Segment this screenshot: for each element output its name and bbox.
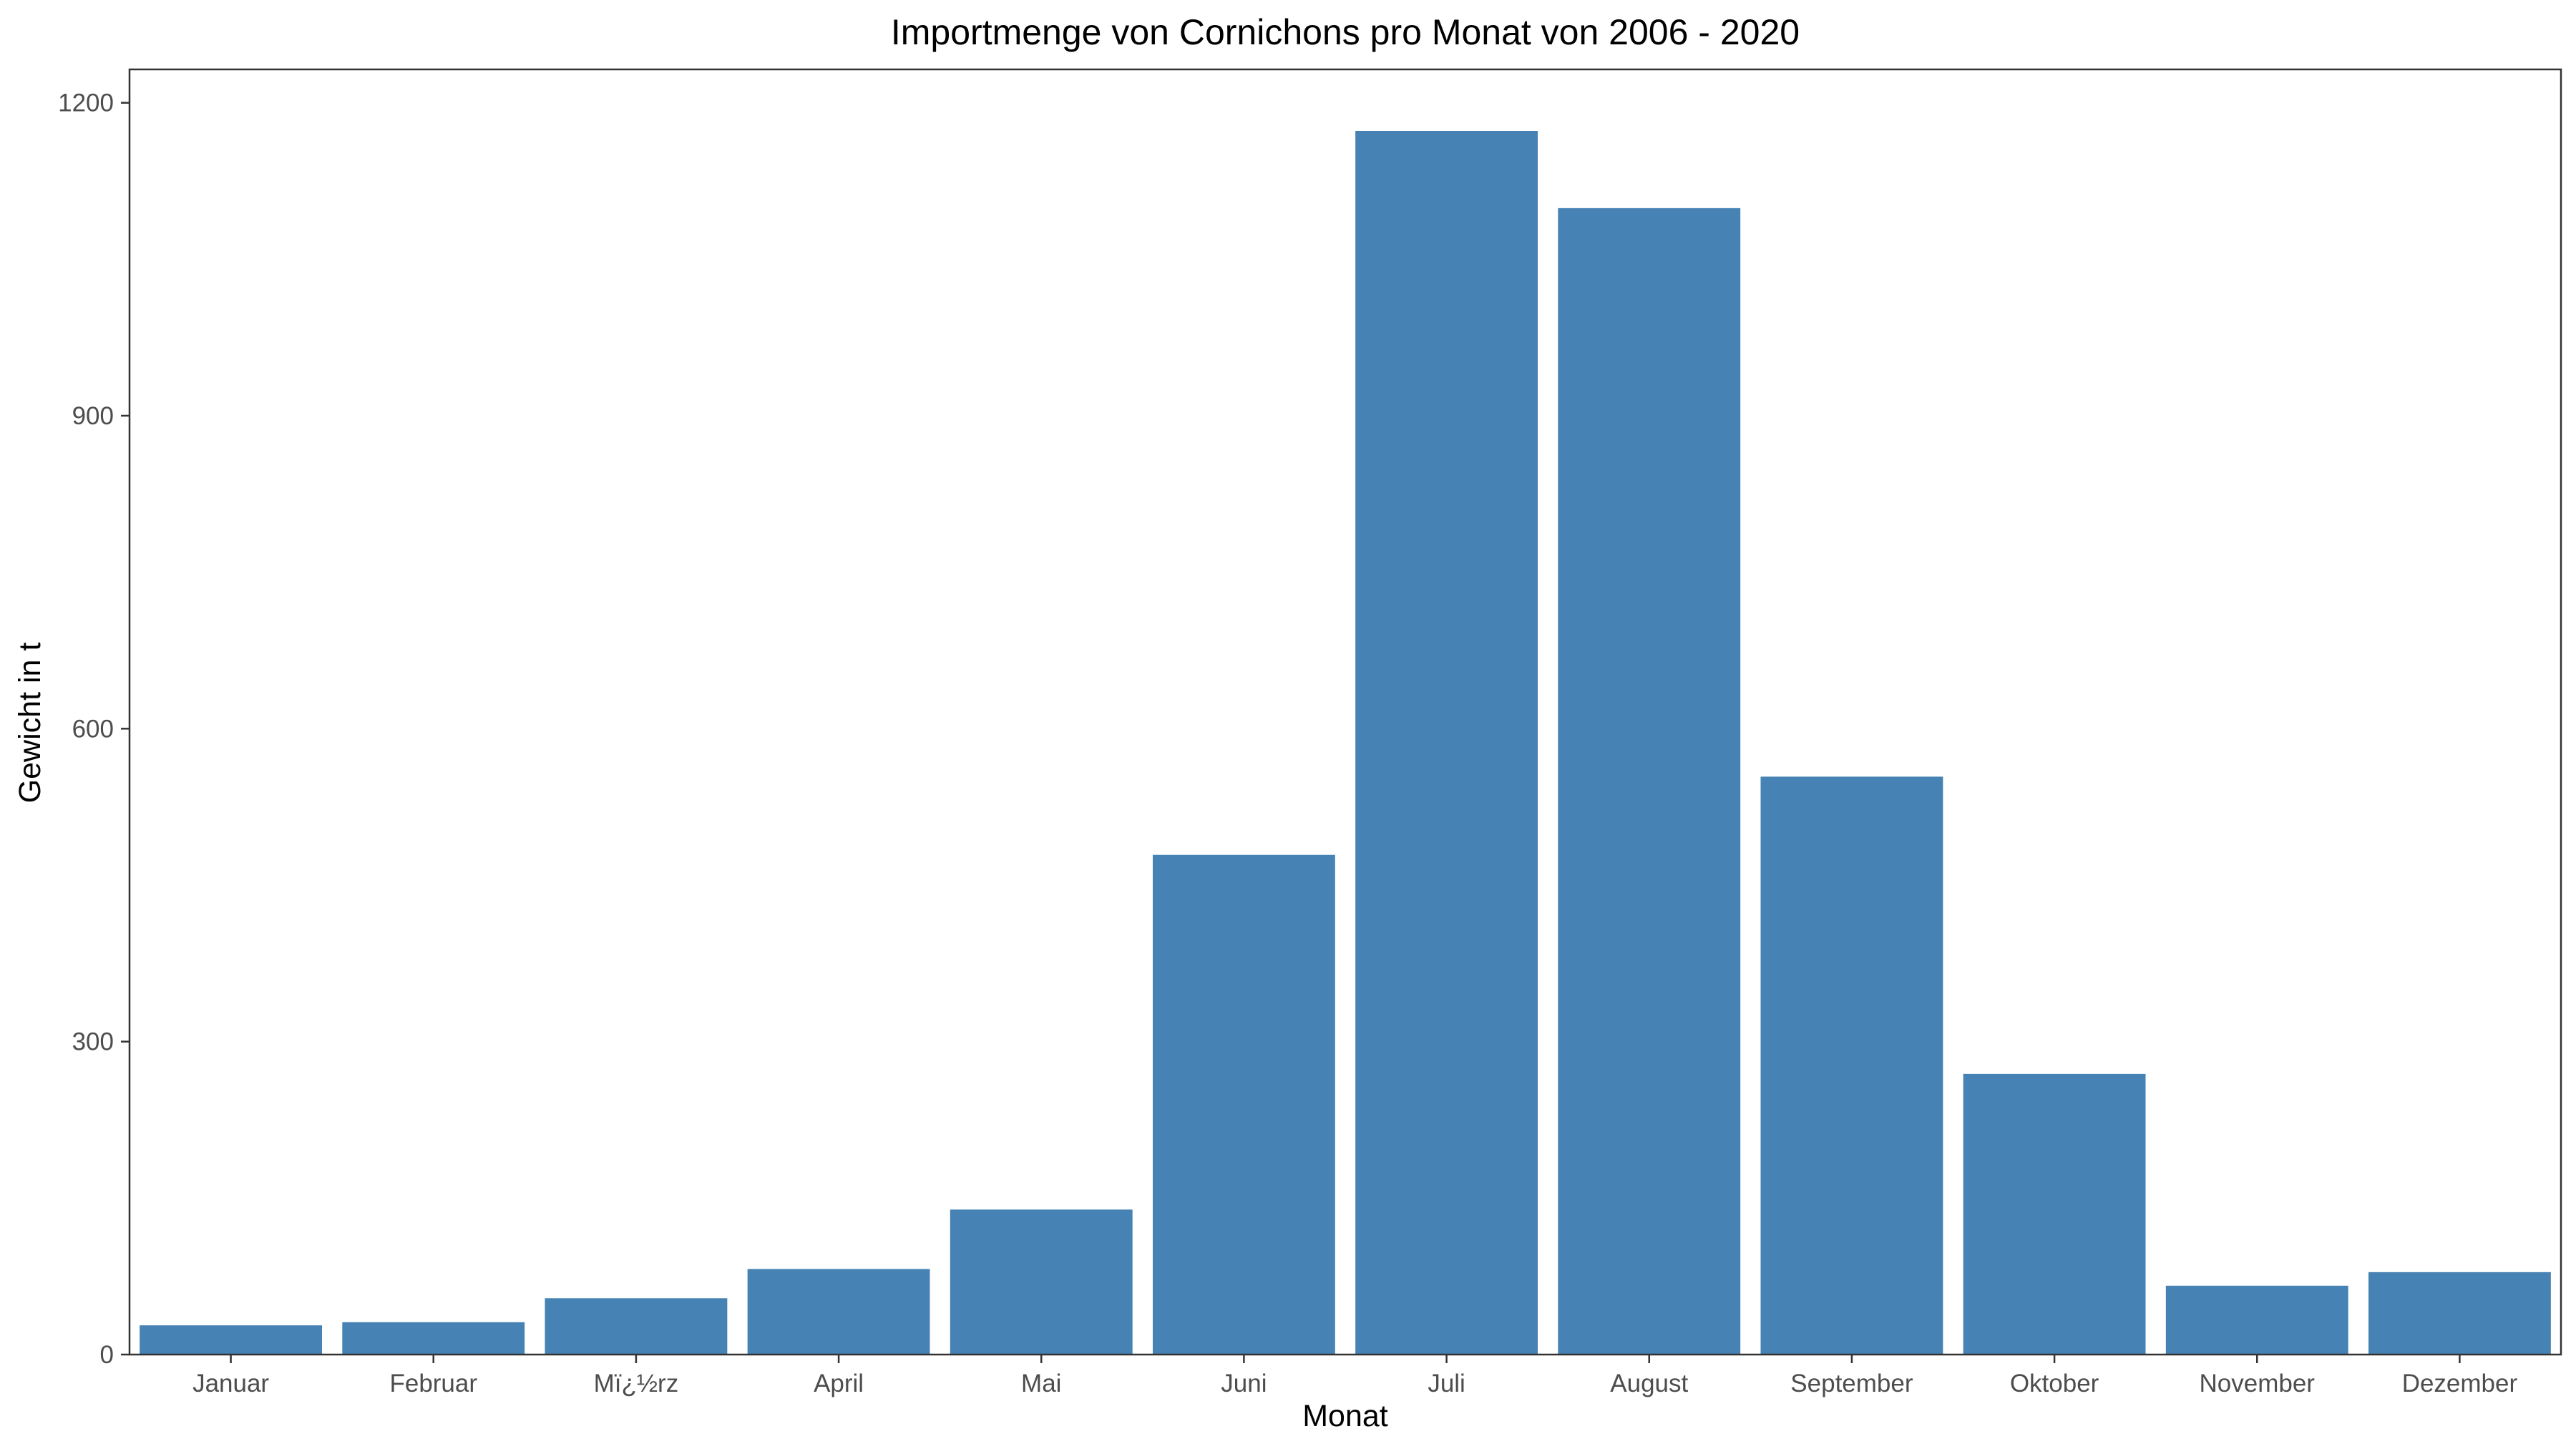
y-tick-label: 300: [72, 1028, 114, 1056]
x-axis-title: Monat: [1302, 1399, 1388, 1433]
bar-januar: [140, 1325, 323, 1355]
x-tick-label: Mï¿½rz: [594, 1370, 679, 1397]
x-tick-label: Oktober: [2010, 1370, 2099, 1397]
x-tick-label: November: [2200, 1370, 2316, 1397]
x-tick-label: Juli: [1428, 1370, 1465, 1397]
y-axis-title: Gewicht in t: [13, 643, 47, 804]
y-axis: 0 300 600 900 1200: [58, 89, 130, 1369]
bar-februar: [342, 1322, 525, 1355]
x-axis: Januar Februar Mï¿½rz April Mai Juni Juli Augus…: [192, 1355, 2517, 1397]
x-tick-label: August: [1610, 1370, 1688, 1397]
bar-m-rz: [545, 1298, 728, 1355]
y-tick-label: 900: [72, 402, 114, 430]
bar-september: [1760, 776, 1943, 1355]
bar-juli: [1355, 131, 1538, 1355]
x-tick-label: September: [1790, 1370, 1913, 1397]
bar-juni: [1152, 854, 1335, 1355]
bar-dezember: [2368, 1272, 2551, 1355]
y-tick-label: 0: [100, 1341, 114, 1369]
plot-panel: [128, 68, 2562, 1356]
x-tick-label: Februar: [389, 1370, 477, 1397]
bars-group: [140, 131, 2551, 1355]
bar-november: [2165, 1285, 2348, 1355]
x-tick-label: Juni: [1221, 1370, 1267, 1397]
y-tick-label: 1200: [58, 89, 114, 117]
bar-mai: [950, 1209, 1133, 1355]
x-tick-label: April: [814, 1370, 864, 1397]
bar-april: [747, 1269, 930, 1355]
bar-oktober: [1963, 1073, 2146, 1355]
chart-title: Importmenge von Cornichons pro Monat von…: [891, 12, 1800, 52]
bar-august: [1558, 208, 1741, 1355]
y-tick-label: 600: [72, 715, 114, 743]
x-tick-label: Mai: [1021, 1370, 1061, 1397]
x-tick-label: Januar: [192, 1370, 269, 1397]
x-tick-label: Dezember: [2402, 1370, 2518, 1397]
